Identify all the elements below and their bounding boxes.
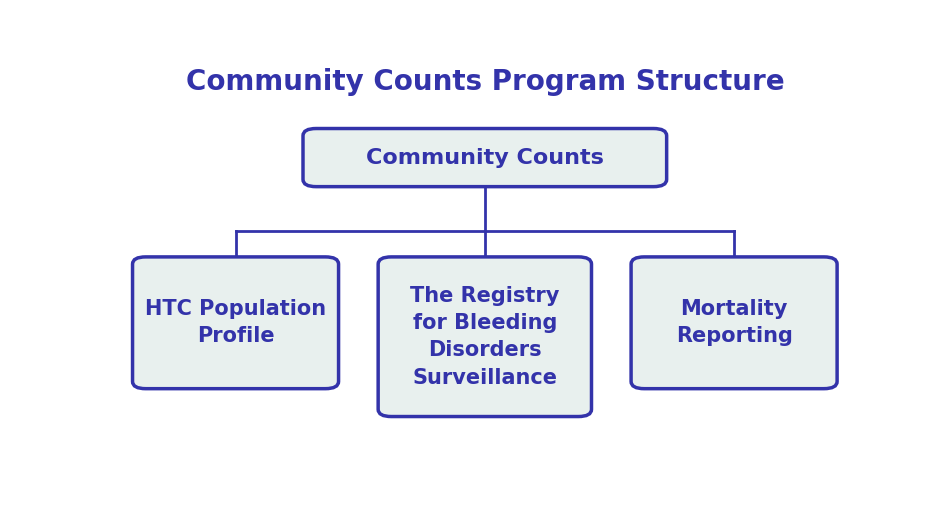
Text: Community Counts: Community Counts <box>366 147 604 168</box>
FancyBboxPatch shape <box>303 129 667 187</box>
FancyBboxPatch shape <box>631 257 837 389</box>
Text: Community Counts Program Structure: Community Counts Program Structure <box>185 68 784 96</box>
FancyBboxPatch shape <box>132 257 339 389</box>
Text: The Registry
for Bleeding
Disorders
Surveillance: The Registry for Bleeding Disorders Surv… <box>411 286 559 388</box>
FancyBboxPatch shape <box>378 257 591 417</box>
Text: Mortality
Reporting: Mortality Reporting <box>675 299 793 346</box>
Text: HTC Population
Profile: HTC Population Profile <box>145 299 326 346</box>
